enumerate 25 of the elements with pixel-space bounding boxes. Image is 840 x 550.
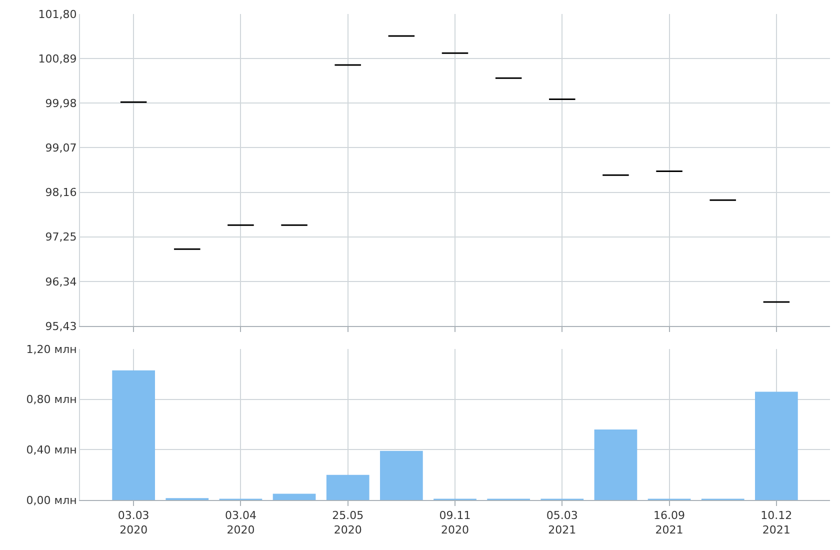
x-tick-label: 25.05 2020 [332,509,364,536]
bar [380,450,423,500]
x-tick-label: 16.09 2021 [654,509,686,536]
bar [112,370,155,500]
bar [755,392,798,500]
y-tick-label: 97,25 [45,230,77,244]
bar [272,494,316,500]
y-tick-label: 98,16 [45,186,77,200]
y-tick-label: 0,00 млн [26,494,77,507]
y-tick-label: 0,80 млн [26,393,77,406]
y-tick-label: 99,98 [45,96,77,110]
bar [594,430,638,500]
x-tick-label: 05.03 2021 [546,509,578,536]
y-tick-label: 99,07 [45,142,77,155]
x-tick-label: 03.04 2020 [224,509,256,536]
y-tick-label: 95,43 [45,320,77,333]
y-tick-label: 0,40 млн [26,444,77,457]
x-tick-label: 03.03 2020 [118,509,150,536]
y-tick-label: 96,34 [45,275,77,288]
x-tick-label: 09.11 2020 [439,509,471,536]
y-tick-label: 101,80 [38,8,77,21]
y-tick-label: 1,20 млн [26,342,77,356]
x-tick-label: 10.12 2021 [760,509,792,536]
y-tick-label: 100,89 [38,52,77,66]
bar [326,474,370,500]
